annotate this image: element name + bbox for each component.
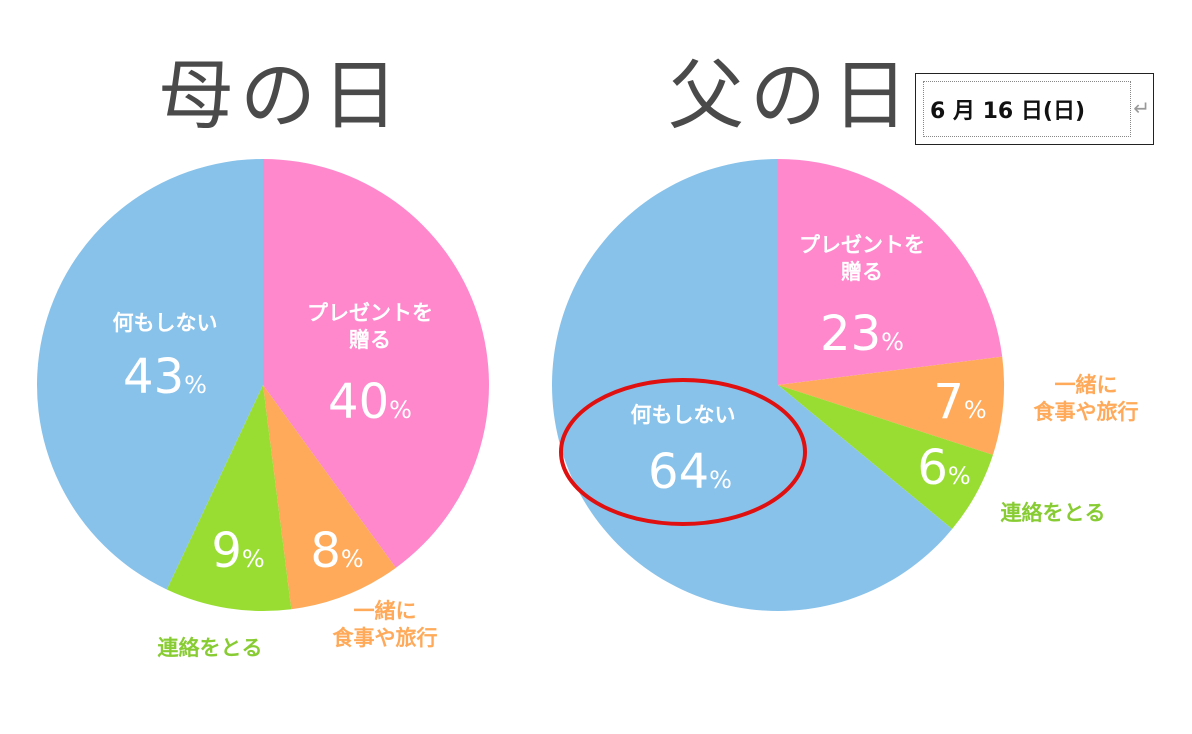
slice-value-label: 23%: [820, 306, 904, 362]
slice-label: プレゼントを: [307, 301, 433, 325]
slice-label: 贈る: [841, 260, 883, 284]
pie-slice: [551, 159, 953, 612]
chart-title-mothers-day: 母の日: [158, 51, 404, 140]
chart-title-fathers-day: 父の日: [668, 51, 914, 140]
slice-value-label: 6%: [917, 440, 970, 496]
slice-label: 食事や旅行: [1034, 400, 1139, 424]
date-text: 6 月 16 日(日): [923, 81, 1131, 137]
slice-value-label: 40%: [328, 374, 412, 430]
slice-label: 連絡をとる: [1001, 501, 1106, 525]
pie-slice: [778, 385, 993, 530]
pie-slice: [778, 159, 1003, 385]
pie-slice: [778, 356, 1005, 455]
slice-label: 一緒に: [1055, 373, 1118, 397]
slice-value-label: 64%: [648, 444, 732, 500]
slice-label: 食事や旅行: [333, 626, 438, 650]
highlight-ellipse: [559, 378, 807, 526]
slice-value-label: 9%: [211, 523, 264, 579]
slice-label: 贈る: [349, 328, 391, 352]
pie-slice: [166, 385, 292, 611]
slice-value-label: 7%: [933, 374, 986, 430]
slice-value-label: 43%: [123, 349, 207, 405]
pie-slice: [263, 159, 489, 568]
pie-slice: [37, 159, 263, 590]
slice-label: プレゼントを: [799, 233, 925, 257]
return-icon: ↵: [1133, 96, 1150, 120]
date-text-box[interactable]: 6 月 16 日(日) ↵: [915, 73, 1154, 145]
slice-label: 何もしない: [631, 403, 736, 427]
slice-label: 一緒に: [354, 599, 417, 623]
slice-value-label: 8%: [310, 523, 363, 579]
pie-slice: [263, 385, 396, 610]
slice-label: 連絡をとる: [158, 636, 263, 660]
slice-label: 何もしない: [113, 311, 218, 335]
